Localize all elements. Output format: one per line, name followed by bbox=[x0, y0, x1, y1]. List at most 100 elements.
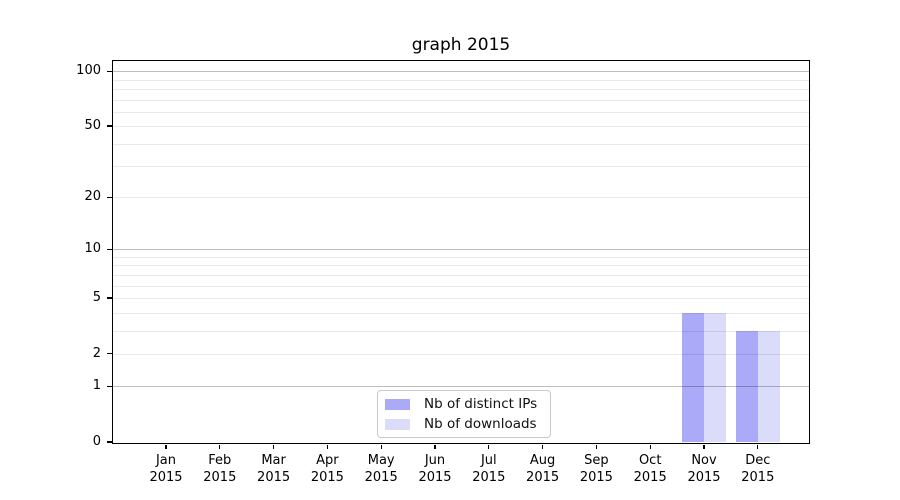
minor-gridline bbox=[113, 111, 809, 113]
y-tick-label: 5 bbox=[92, 290, 101, 306]
y-tick bbox=[106, 353, 112, 355]
x-tick-month: May bbox=[367, 453, 395, 468]
y-tick bbox=[106, 385, 112, 387]
minor-gridline bbox=[113, 298, 809, 300]
x-tick bbox=[595, 444, 598, 449]
minor-gridline bbox=[113, 265, 809, 267]
x-tick-year: 2015 bbox=[310, 470, 344, 485]
x-tick-label: Aug 2015 bbox=[503, 452, 583, 486]
y-tick-label: 0 bbox=[92, 434, 101, 449]
x-tick-label: Jan 2015 bbox=[126, 452, 206, 486]
x-tick bbox=[326, 444, 329, 449]
minor-gridline bbox=[113, 274, 809, 276]
x-tick bbox=[219, 444, 221, 449]
y-tick-label: 100 bbox=[76, 63, 101, 79]
legend-label-distinct-ips: Nb of distinct IPs bbox=[424, 396, 538, 412]
x-tick bbox=[649, 444, 651, 449]
x-tick-year: 2015 bbox=[203, 470, 237, 485]
x-tick bbox=[541, 444, 544, 449]
x-tick-year: 2015 bbox=[687, 470, 721, 485]
x-tick bbox=[703, 444, 705, 449]
y-tick bbox=[106, 248, 112, 251]
major-gridline bbox=[113, 249, 809, 251]
x-tick-label: Nov 2015 bbox=[664, 452, 744, 486]
x-tick bbox=[272, 444, 275, 449]
axes-layer: 0 1 2 5 10 20 50 100 Jan 2015 Feb 2015 Mar 2015 Apr 201… bbox=[76, 61, 809, 485]
x-tick-year: 2015 bbox=[149, 470, 183, 485]
x-tick-year: 2015 bbox=[472, 470, 506, 485]
x-tick bbox=[165, 444, 167, 449]
y-tick-label: 2 bbox=[92, 345, 101, 361]
x-tick-year: 2015 bbox=[741, 470, 775, 485]
y-tick bbox=[106, 70, 112, 72]
x-tick-month: Dec bbox=[745, 453, 771, 468]
x-tick-year: 2015 bbox=[633, 470, 667, 485]
minor-gridline bbox=[113, 353, 809, 355]
y-tick-label: 1 bbox=[92, 378, 101, 394]
minor-gridline bbox=[113, 79, 809, 81]
chart-title: graph 2015 bbox=[411, 35, 511, 55]
x-tick-label: May 2015 bbox=[341, 452, 421, 486]
x-tick-month: Jun bbox=[424, 453, 446, 468]
legend-item-distinct-ips: Nb of distinct IPs bbox=[385, 396, 544, 412]
minor-gridline bbox=[113, 143, 809, 145]
x-tick-label: Jul 2015 bbox=[449, 452, 529, 486]
minor-gridline bbox=[113, 99, 809, 101]
x-tick-label: Dec 2015 bbox=[718, 452, 798, 486]
x-tick-month: Nov bbox=[691, 453, 717, 468]
bars-layer bbox=[113, 61, 809, 443]
x-tick-label: Oct 2015 bbox=[610, 452, 690, 486]
x-tick bbox=[757, 444, 759, 449]
grid-layer bbox=[113, 61, 809, 443]
x-tick bbox=[488, 444, 490, 449]
x-tick bbox=[380, 444, 382, 449]
legend-swatch-downloads-icon bbox=[385, 418, 410, 430]
minor-gridline bbox=[113, 285, 809, 287]
legend: Nb of distinct IPs Nb of downloads bbox=[377, 390, 551, 438]
legend-label-downloads: Nb of downloads bbox=[424, 416, 537, 432]
x-tick bbox=[434, 444, 436, 449]
y-tick-label: 20 bbox=[84, 189, 101, 205]
x-tick-month: Oct bbox=[638, 453, 662, 468]
legend-swatch-distinct-ips-icon bbox=[385, 398, 410, 410]
x-tick-label: Sep 2015 bbox=[556, 452, 636, 486]
x-tick-label: Jun 2015 bbox=[395, 452, 475, 486]
y-tick-label: 10 bbox=[84, 241, 101, 257]
x-tick-month: Aug bbox=[529, 453, 556, 468]
y-tick bbox=[106, 196, 112, 199]
plot-area: 0 1 2 5 10 20 50 100 Jan 2015 Feb 2015 Mar 2015 Apr 201… bbox=[76, 60, 810, 485]
bar-dec-series1 bbox=[757, 330, 780, 442]
bar-nov-series1 bbox=[704, 312, 726, 442]
minor-gridline bbox=[113, 257, 809, 258]
x-tick-year: 2015 bbox=[364, 470, 398, 485]
y-tick bbox=[106, 125, 112, 127]
x-tick-month: Feb bbox=[208, 453, 232, 468]
x-tick-label: Mar 2015 bbox=[234, 452, 314, 486]
x-tick-month: Jul bbox=[480, 453, 497, 468]
minor-gridline bbox=[113, 88, 809, 90]
x-tick-month: Sep bbox=[584, 453, 609, 468]
bar-dec-series0 bbox=[735, 330, 758, 442]
y-tick-label: 50 bbox=[84, 118, 101, 134]
x-tick-month: Apr bbox=[316, 453, 339, 468]
bar-nov-series0 bbox=[682, 312, 704, 442]
minor-gridline bbox=[113, 197, 809, 199]
y-tick bbox=[106, 441, 112, 443]
major-gridline bbox=[113, 386, 809, 388]
major-gridline bbox=[113, 71, 809, 73]
x-tick-month: Mar bbox=[261, 453, 286, 468]
minor-gridline bbox=[113, 312, 809, 314]
x-tick-year: 2015 bbox=[526, 470, 560, 485]
y-tick bbox=[106, 297, 112, 299]
minor-gridline bbox=[113, 330, 809, 332]
x-tick-month: Jan bbox=[155, 453, 177, 468]
x-tick-label: Feb 2015 bbox=[180, 452, 260, 486]
minor-gridline bbox=[113, 126, 809, 128]
x-tick-label: Apr 2015 bbox=[287, 452, 367, 486]
x-tick-year: 2015 bbox=[418, 470, 452, 485]
x-tick-year: 2015 bbox=[579, 470, 613, 485]
minor-gridline bbox=[113, 166, 809, 168]
legend-item-downloads: Nb of downloads bbox=[385, 416, 544, 432]
x-tick-year: 2015 bbox=[257, 470, 291, 485]
